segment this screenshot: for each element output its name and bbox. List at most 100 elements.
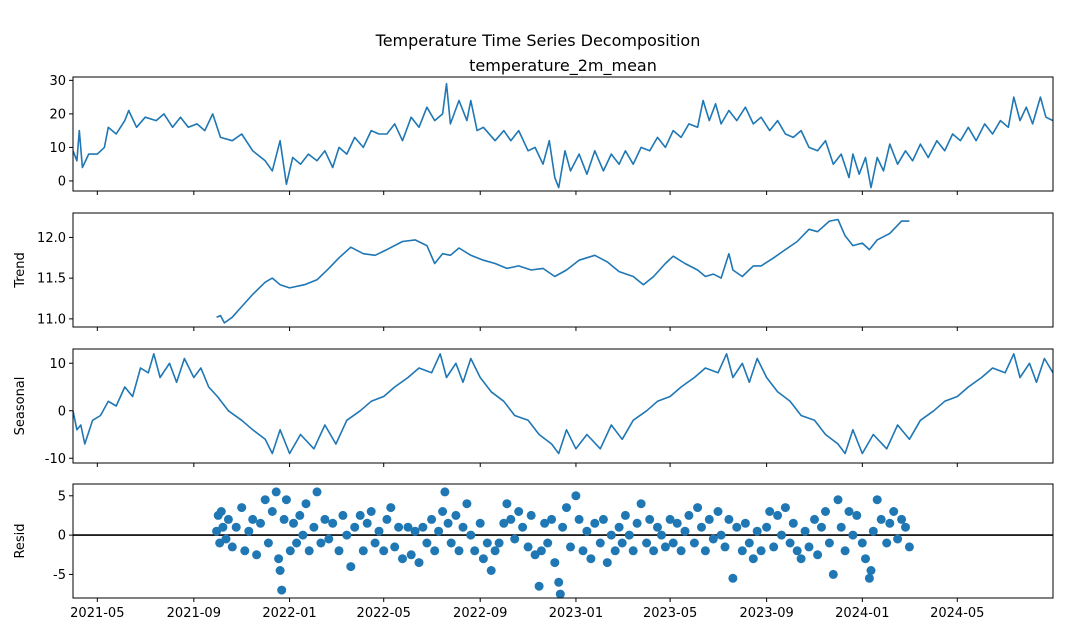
resid-point bbox=[281, 495, 291, 505]
resid-point bbox=[756, 546, 766, 556]
resid-point bbox=[490, 546, 500, 556]
panel-1: 0 10 20 30 temperature_2m_mean bbox=[49, 56, 1054, 195]
resid-point bbox=[590, 518, 600, 528]
resid-point bbox=[298, 530, 308, 540]
resid-point bbox=[571, 491, 581, 501]
resid-point bbox=[486, 566, 496, 575]
resid-point bbox=[720, 542, 730, 552]
resid-point bbox=[672, 518, 682, 528]
resid-point bbox=[555, 589, 565, 598]
resid-point bbox=[872, 495, 882, 505]
resid-point bbox=[566, 542, 575, 552]
ytick-label: 0 bbox=[58, 404, 66, 419]
resid-point bbox=[386, 503, 396, 513]
resid-point bbox=[355, 510, 365, 520]
resid-point bbox=[475, 518, 485, 528]
panel-title: temperature_2m_mean bbox=[469, 56, 657, 76]
resid-point bbox=[852, 510, 862, 520]
resid-point bbox=[904, 542, 914, 552]
resid-point bbox=[379, 546, 389, 556]
resid-point bbox=[582, 526, 592, 536]
resid-point bbox=[810, 514, 819, 524]
resid-point bbox=[680, 526, 690, 536]
resid-point bbox=[218, 522, 228, 532]
resid-point bbox=[316, 538, 326, 548]
resid-point bbox=[821, 507, 830, 516]
resid-point bbox=[244, 526, 254, 536]
resid-point bbox=[586, 554, 596, 564]
ylabel-seasonal: Seasonal bbox=[13, 377, 28, 436]
resid-point bbox=[813, 550, 823, 560]
resid-point bbox=[462, 499, 472, 509]
resid-point bbox=[252, 550, 262, 560]
panel-4: -5 0 5 2021-05 2021-09 2022-01 2022-05 2022-09 2… bbox=[13, 483, 1054, 621]
resid-point bbox=[506, 514, 516, 524]
resid-point bbox=[777, 530, 786, 540]
resid-point bbox=[482, 538, 492, 548]
panel-3: -10 0 10 Seasonal bbox=[13, 348, 1054, 467]
series-line-observed bbox=[73, 82, 1053, 189]
resid-point bbox=[304, 546, 314, 556]
resid-point bbox=[534, 581, 544, 591]
ytick-label: 0 bbox=[58, 529, 66, 544]
resid-point bbox=[494, 538, 504, 548]
resid-point bbox=[598, 514, 608, 524]
resid-point bbox=[221, 534, 231, 544]
resid-point bbox=[676, 546, 686, 556]
resid-point bbox=[382, 514, 392, 524]
ytick-label: 30 bbox=[49, 74, 66, 89]
ytick-label: -5 bbox=[53, 568, 66, 583]
resid-point bbox=[620, 510, 630, 520]
resid-point bbox=[653, 522, 662, 532]
resid-point bbox=[267, 507, 277, 516]
resid-point bbox=[499, 518, 509, 528]
resid-point bbox=[752, 526, 762, 536]
resid-point bbox=[451, 510, 461, 520]
resid-point bbox=[574, 514, 584, 524]
resid-point bbox=[370, 538, 380, 548]
resid-point bbox=[844, 507, 854, 516]
resid-point bbox=[543, 538, 553, 548]
resid-point bbox=[716, 530, 726, 540]
resid-point bbox=[876, 514, 886, 524]
resid-point bbox=[606, 530, 616, 540]
resid-point bbox=[547, 514, 557, 524]
xtick-label: 2024-05 bbox=[930, 606, 984, 621]
resid-point bbox=[785, 538, 795, 548]
ytick-label: 10 bbox=[49, 357, 66, 372]
resid-point bbox=[301, 499, 311, 509]
resid-point bbox=[824, 538, 834, 548]
resid-point bbox=[893, 534, 903, 544]
resid-point bbox=[342, 530, 352, 540]
resid-point bbox=[514, 507, 524, 516]
resid-point bbox=[788, 518, 798, 528]
resid-point bbox=[636, 499, 646, 509]
resid-point bbox=[780, 503, 790, 513]
xtick-label: 2023-09 bbox=[739, 606, 793, 621]
resid-point bbox=[248, 514, 258, 524]
resid-point bbox=[642, 538, 652, 548]
resid-point bbox=[632, 518, 642, 528]
resid-point bbox=[645, 514, 655, 524]
resid-point bbox=[403, 522, 413, 532]
xtick-label: 2022-01 bbox=[262, 606, 316, 621]
resid-point bbox=[350, 522, 360, 532]
resid-point bbox=[309, 522, 319, 532]
ylabel-resid: Resid bbox=[13, 523, 28, 558]
resid-point bbox=[231, 522, 241, 532]
resid-point bbox=[857, 538, 867, 548]
resid-point bbox=[901, 522, 910, 532]
resid-point bbox=[848, 530, 858, 540]
resid-point bbox=[897, 514, 907, 524]
resid-point bbox=[668, 538, 678, 548]
xtick-label: 2022-09 bbox=[453, 606, 507, 621]
resid-point bbox=[740, 518, 750, 528]
resid-point bbox=[454, 546, 464, 556]
resid-point bbox=[660, 542, 670, 552]
panel-frame bbox=[72, 483, 1054, 599]
resid-point bbox=[227, 542, 237, 552]
resid-point bbox=[554, 577, 564, 587]
panel-frame bbox=[72, 348, 1054, 464]
resid-point bbox=[689, 538, 699, 548]
